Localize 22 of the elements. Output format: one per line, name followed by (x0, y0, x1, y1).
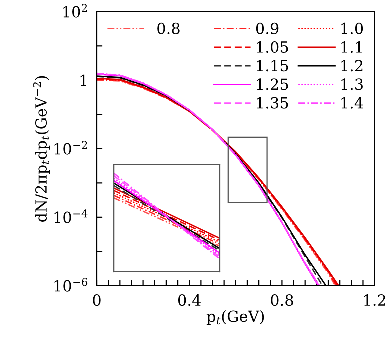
y-tick-label: 10$^{−6}$ (54, 278, 88, 292)
x-tick-label: 1.2 (364, 294, 386, 306)
legend-label: 1.3 (342, 78, 363, 90)
x-tick-label: 0 (93, 294, 101, 306)
legend-label: 1.2 (342, 60, 363, 72)
x-tick-label: 0.4 (178, 294, 201, 306)
legend-label: 1.25 (257, 78, 288, 90)
legend-label: 1.05 (257, 41, 288, 54)
y-tick-label: 1 (80, 74, 86, 86)
y-axis-title: dN/2πp$_{t}$dp$_{t}$(GeV$^{−2}$) (33, 76, 50, 222)
legend-label: 1.1 (342, 41, 362, 54)
legend-label: 1.15 (257, 60, 288, 72)
y-tick-label: 10$^{−2}$ (54, 141, 88, 155)
legend-label: 0.9 (256, 22, 279, 34)
x-tick-label: 0.8 (271, 294, 294, 306)
legend-label: 1.0 (342, 22, 364, 34)
legend-label: 0.8 (158, 22, 180, 34)
legend-label: 1.4 (342, 97, 364, 109)
legend-label: 1.35 (257, 97, 288, 109)
y-tick-label: 10$^{2}$ (64, 4, 88, 18)
y-tick-label: 10$^{−4}$ (54, 210, 88, 224)
x-axis-title: p$_{t}$(GeV) (206, 310, 264, 326)
